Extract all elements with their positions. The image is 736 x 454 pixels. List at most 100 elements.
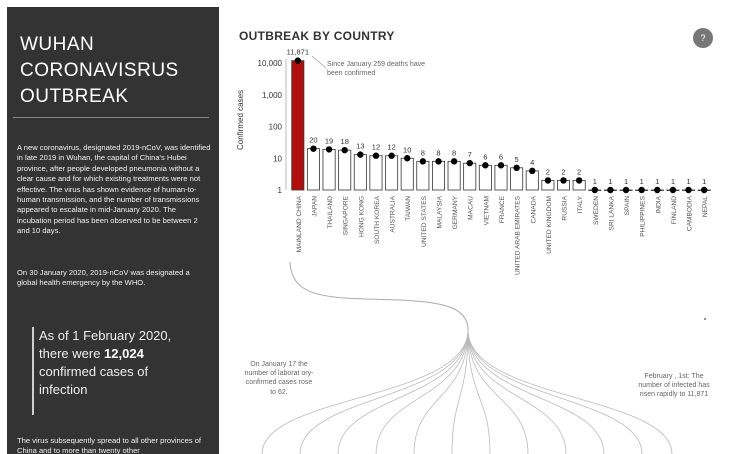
- y-tick-label: 1,000: [262, 91, 283, 100]
- category-label: SINGAPORE: [343, 195, 350, 235]
- value-label: 7: [468, 150, 472, 159]
- spread-branch: [451, 329, 469, 454]
- story-sidebar: WUHAN CORONAVISRUS OUTBREAK A new corona…: [7, 7, 219, 454]
- value-label: 1: [608, 177, 612, 186]
- bar-dot: [685, 186, 692, 194]
- help-button[interactable]: ?: [693, 28, 713, 48]
- bar-dot: [357, 151, 364, 158]
- category-label: MALAYSIA: [436, 195, 443, 228]
- bar-dot: [669, 186, 677, 194]
- category-label: UNITED STATES: [421, 195, 428, 247]
- bar[interactable]: [400, 157, 414, 191]
- spread-branch: [413, 329, 469, 454]
- category-label: HONG KONG: [358, 196, 365, 237]
- quote-suffix: confirmed cases of infection: [39, 364, 149, 397]
- bar[interactable]: [494, 164, 508, 191]
- value-label: 6: [499, 152, 503, 161]
- bar-dot: [372, 152, 380, 159]
- connector-curve: [289, 261, 469, 331]
- y-axis: 1 10 100 1,000 10,000: [258, 59, 287, 195]
- category-label: INDIA: [655, 195, 662, 213]
- category-label: FRANCE: [499, 195, 506, 223]
- category-label: MACAU: [468, 196, 475, 220]
- incubation-paragraph: The incubation period has been observed …: [17, 205, 198, 236]
- bar-dot: [622, 186, 630, 194]
- bar[interactable]: [291, 60, 305, 191]
- bar-dot: [294, 57, 302, 64]
- value-label: 1: [640, 177, 644, 186]
- category-label: SWEDEN: [593, 196, 600, 225]
- intro-paragraph: A new coronavirus, designated 2019-nCoV,…: [17, 143, 211, 215]
- bar[interactable]: [338, 149, 352, 191]
- value-label: 1: [702, 177, 706, 186]
- value-label: 5: [515, 155, 519, 164]
- value-label: 4: [530, 158, 534, 167]
- value-label: 8: [452, 148, 456, 157]
- bar[interactable]: [510, 167, 524, 191]
- bar[interactable]: [431, 160, 445, 191]
- bar-dot: [419, 158, 427, 165]
- category-label: RUSSIA: [562, 195, 569, 220]
- jan17-annotation: On January 17 the number of laborat ory-…: [244, 361, 314, 396]
- bar-series: [291, 57, 711, 194]
- quote-prefix: As of 1 February 2020, there were: [39, 328, 172, 361]
- chart-title: OUTBREAK BY COUNTRY: [239, 29, 395, 43]
- bar[interactable]: [385, 155, 399, 191]
- value-labels: 11,871 20 19 18 13 12 12 10 8 8 8 7 6 6 5 4 2 2 2 1 1 1 1 1 1 1 1: [287, 48, 707, 186]
- feb1-annotation: February , 1st: The number of infected h…: [638, 373, 710, 399]
- deaths-annotation-leader: [311, 55, 327, 69]
- bar[interactable]: [478, 164, 492, 191]
- spread-paragraph: The virus subsequently spread to all oth…: [17, 436, 202, 454]
- category-label: TAIWAN: [405, 196, 412, 221]
- bar-dot: [529, 167, 536, 175]
- category-label: JAPAN: [311, 196, 318, 217]
- category-label: NEPAL: [702, 196, 709, 217]
- x-axis-tick-labels: MAINLAND CHINA JAPAN THAILAND SINGAPORE HONG…: [296, 195, 709, 275]
- bar-dot: [482, 162, 489, 169]
- category-label: SRI LANKA: [608, 195, 615, 230]
- bar[interactable]: [416, 160, 430, 191]
- category-label: MAINLAND CHINA: [296, 195, 303, 252]
- bar-dot: [654, 186, 661, 194]
- value-label: 8: [436, 148, 440, 157]
- spread-branch: [299, 329, 469, 454]
- bar-dot: [638, 186, 645, 194]
- value-label: 2: [561, 167, 565, 176]
- value-label: 2: [546, 167, 550, 176]
- bar-dot: [544, 177, 552, 184]
- spread-branch: [467, 329, 567, 454]
- bar[interactable]: [322, 148, 336, 191]
- value-label: 1: [671, 177, 675, 186]
- bar-dot: [325, 146, 333, 153]
- bar-dot: [341, 146, 348, 154]
- bar-dot: [575, 177, 583, 184]
- y-tick-label: 100: [269, 123, 283, 132]
- bar[interactable]: [463, 162, 477, 191]
- spread-branch: [337, 329, 469, 454]
- bar-dot: [388, 152, 395, 159]
- value-label: 10: [403, 145, 411, 154]
- bar[interactable]: [306, 148, 320, 191]
- quote-number: 12,024: [104, 346, 144, 361]
- spread-branch: [261, 329, 469, 454]
- bar[interactable]: [447, 160, 461, 191]
- value-label: 8: [421, 148, 425, 157]
- category-label: ITALY: [577, 195, 584, 213]
- category-label: PHILIPPINES: [640, 195, 647, 236]
- bar-dot: [310, 145, 317, 152]
- category-label: CAMBODIA: [687, 195, 694, 231]
- who-paragraph: On 30 January 2020, 2019-nCoV was design…: [17, 268, 190, 288]
- value-label: 6: [483, 152, 487, 161]
- spread-branch: [467, 329, 529, 454]
- spread-branch: [375, 329, 469, 454]
- bar[interactable]: [369, 155, 383, 191]
- spread-branch: [467, 329, 673, 454]
- bar-dot: [560, 177, 567, 184]
- bar[interactable]: [353, 154, 367, 191]
- quote-accent-bar: [32, 327, 34, 415]
- intro-text: A new coronavirus, designated 2019-nCoV,…: [17, 143, 212, 237]
- category-label: SPAIN: [624, 196, 631, 216]
- value-label: 19: [325, 136, 333, 145]
- page-title: WUHAN CORONAVISRUS OUTBREAK: [20, 34, 179, 107]
